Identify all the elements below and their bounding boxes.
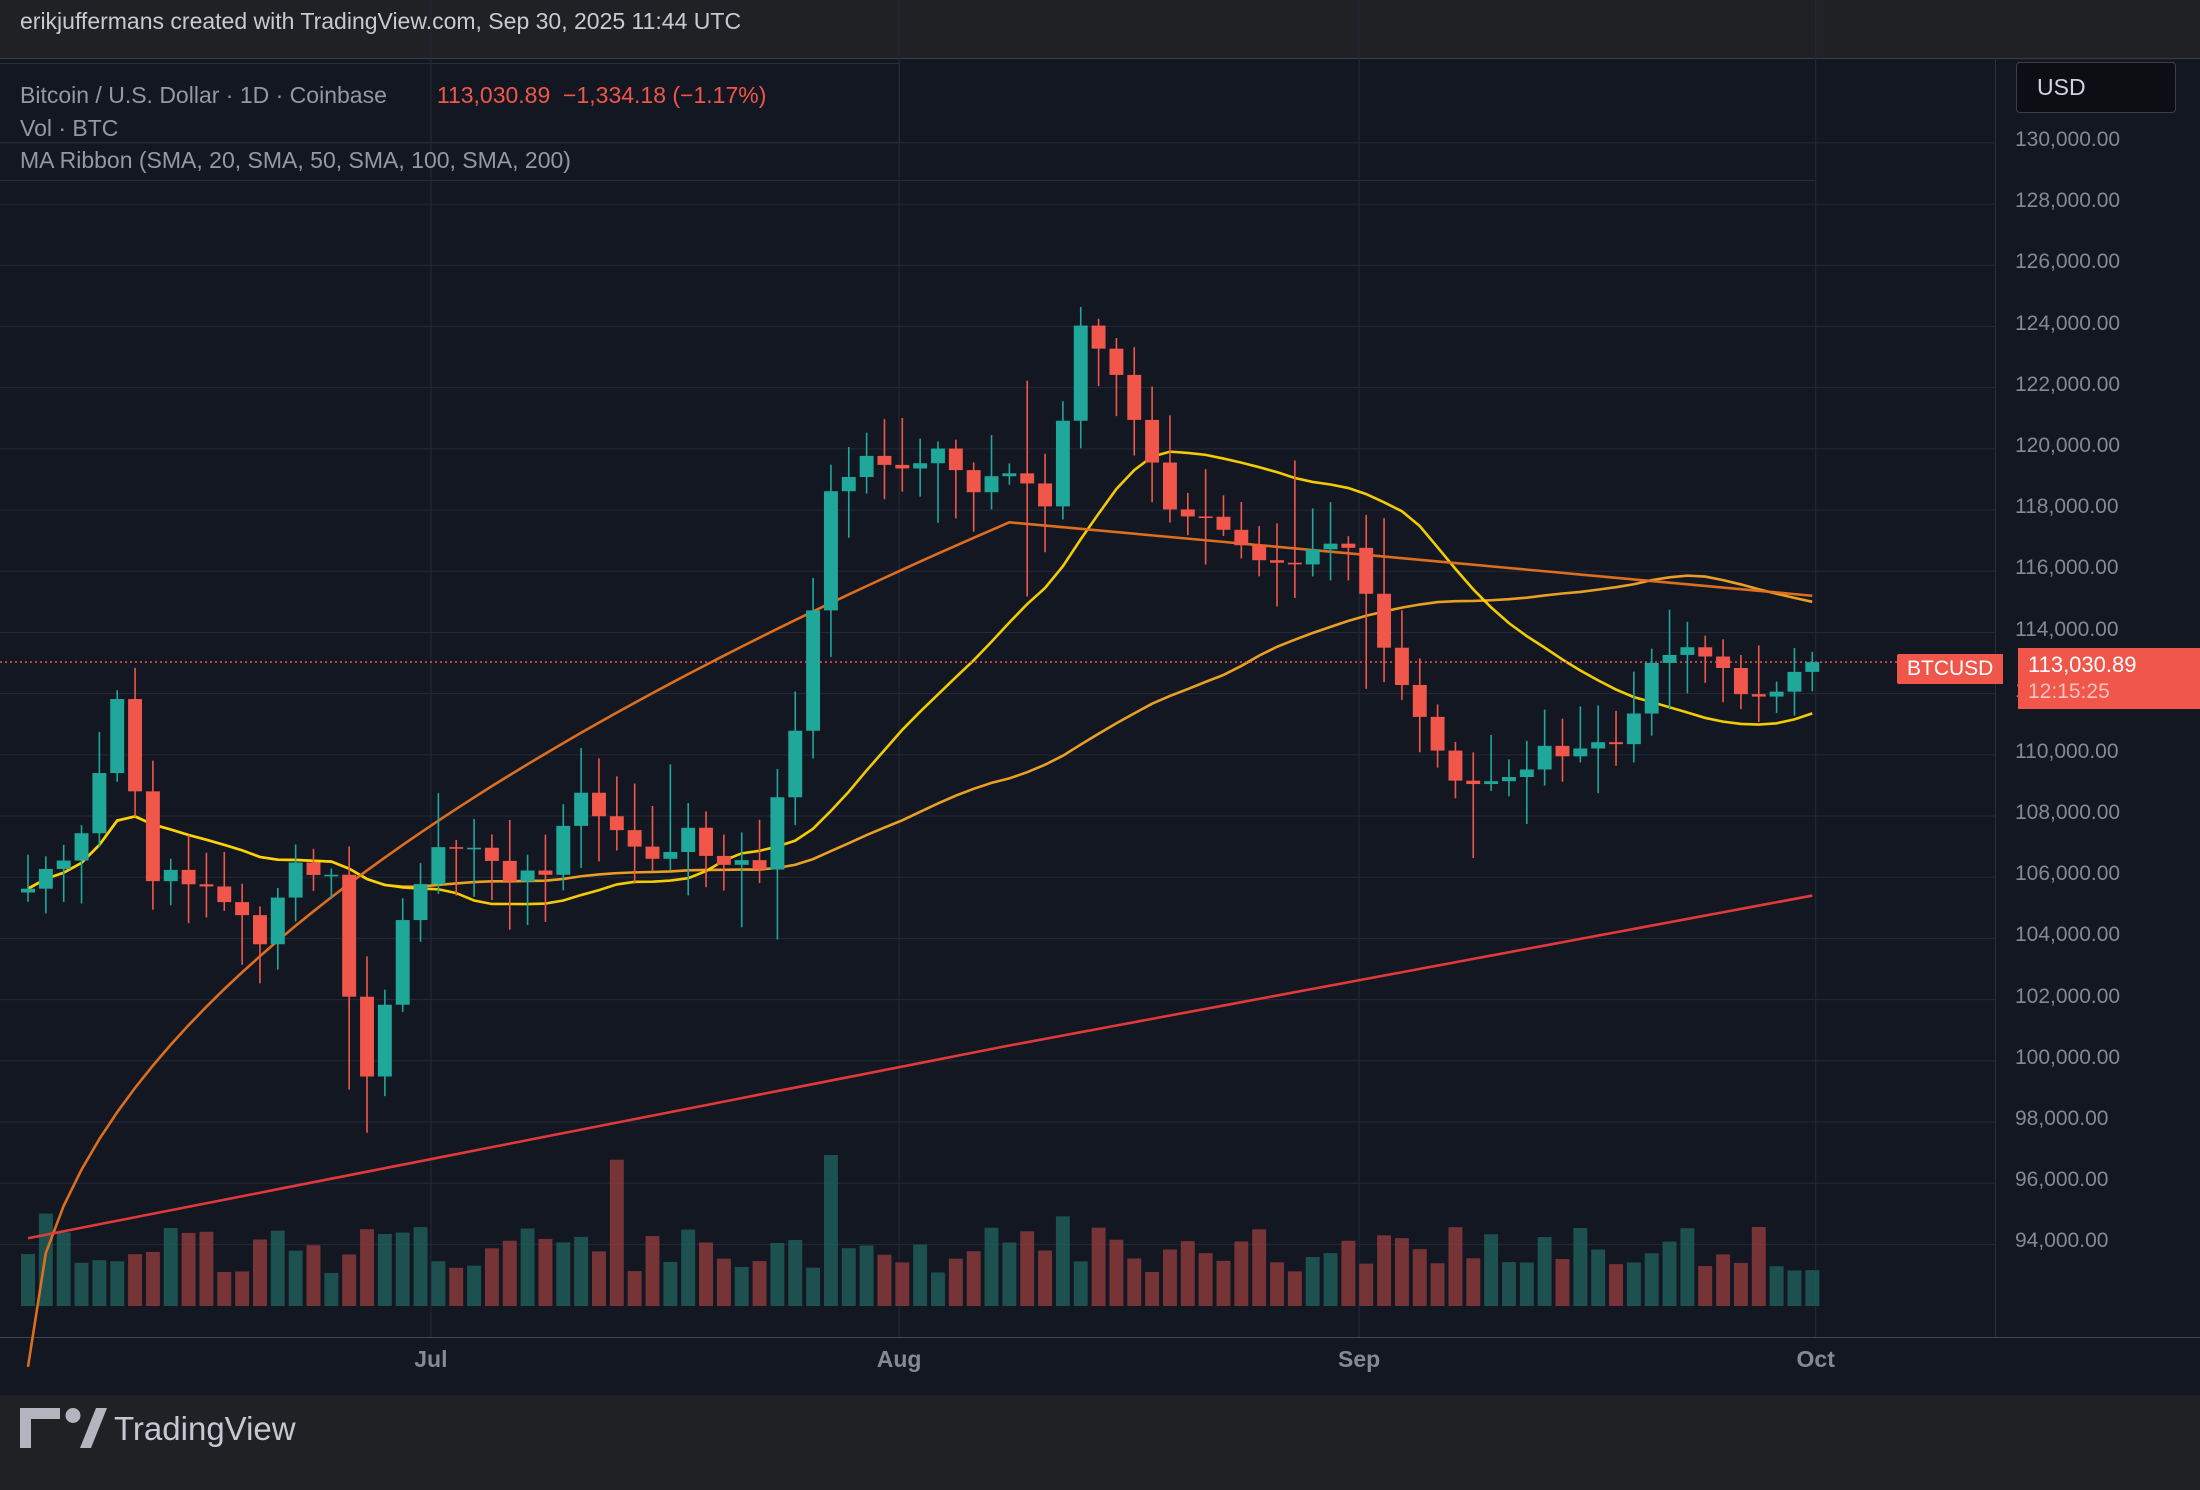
svg-text:TradingView: TradingView — [114, 1410, 296, 1447]
